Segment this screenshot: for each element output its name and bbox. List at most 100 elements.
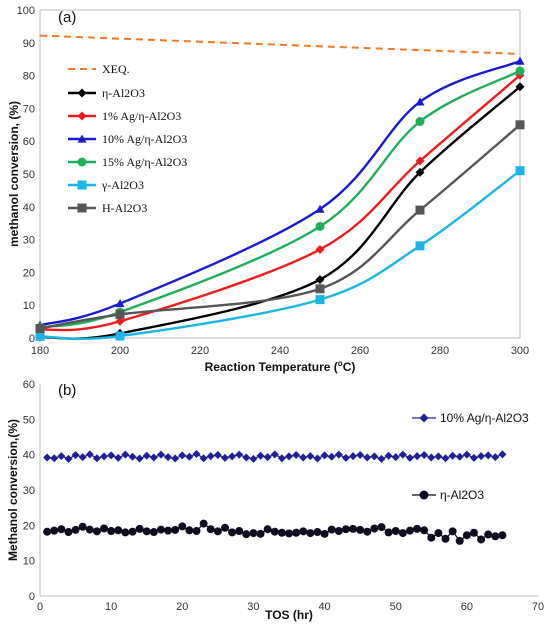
point-a-h-al2o3-4 <box>515 120 525 130</box>
point-b-10-ag-al2o3-46 <box>370 452 379 461</box>
plot-area-a <box>39 9 521 339</box>
point-b-al2o3-28 <box>242 530 251 539</box>
point-a-al2o3-1 <box>115 331 125 341</box>
point-b-al2o3-46 <box>370 524 379 533</box>
legend-b: 10% Ag/η-Al2O3 η-Al2O3 <box>412 411 529 502</box>
point-b-al2o3-29 <box>249 529 258 538</box>
point-b-al2o3-38 <box>313 528 322 537</box>
point-b-10-ag-al2o3-25 <box>220 453 229 462</box>
point-b-al2o3-26 <box>228 528 237 537</box>
point-a-1-ag-al2o3-3 <box>415 156 425 166</box>
point-a-al2o3-3 <box>415 241 425 251</box>
point-b-10-ag-al2o3-14 <box>142 451 151 460</box>
point-b-al2o3-62 <box>484 530 493 539</box>
point-b-al2o3-23 <box>206 525 215 534</box>
point-b-10-ag-al2o3-40 <box>327 452 336 461</box>
point-b-10-ag-al2o3-19 <box>178 451 187 460</box>
point-a-al2o3-0 <box>35 331 45 341</box>
x-tick-a-300: 300 <box>511 345 529 357</box>
point-a-h-al2o3-1 <box>115 309 125 319</box>
point-b-al2o3-51 <box>405 526 414 535</box>
point-b-10-ag-al2o3-44 <box>356 451 365 460</box>
point-b-al2o3-40 <box>327 525 336 534</box>
panel-label-a: (a) <box>58 9 76 26</box>
point-b-al2o3-57 <box>448 527 457 536</box>
point-b-10-ag-al2o3-20 <box>185 452 194 461</box>
point-a-al2o3-4 <box>515 166 525 176</box>
y-tick-a-90: 90 <box>23 38 35 50</box>
legend-label-a-al2o3: γ-Al2O3 <box>101 178 144 192</box>
x-tick-a-220: 220 <box>191 345 209 357</box>
series-line-a-xeq <box>39 34 521 55</box>
point-b-al2o3-32 <box>270 527 279 536</box>
legend-label-b-10-ag-al2o3: 10% Ag/η-Al2O3 <box>440 411 529 425</box>
point-b-10-ag-al2o3-64 <box>498 450 507 459</box>
point-b-10-ag-al2o3-27 <box>235 450 244 459</box>
point-b-al2o3-56 <box>441 534 450 543</box>
y-tick-a-70: 70 <box>23 103 35 115</box>
point-b-al2o3-18 <box>171 525 180 534</box>
point-b-al2o3-11 <box>121 528 130 537</box>
y-tick-a-20: 20 <box>23 267 35 279</box>
point-b-al2o3-49 <box>391 526 400 535</box>
point-b-al2o3-12 <box>128 527 137 536</box>
y-axis-title-a: methanol conversion, (%) <box>7 101 21 247</box>
point-b-10-ag-al2o3-42 <box>341 453 350 462</box>
x-axis-title-a-end: C) <box>343 360 356 374</box>
point-b-al2o3-22 <box>199 519 208 528</box>
legend-label-b-al2o3: η-Al2O3 <box>440 488 484 502</box>
point-b-10-ag-al2o3-49 <box>391 453 400 462</box>
point-b-al2o3-10 <box>114 526 123 535</box>
x-tick-b-0: 0 <box>37 601 43 613</box>
point-a-al2o3-2 <box>315 275 325 285</box>
x-tick-a-200: 200 <box>111 345 129 357</box>
point-b-10-ag-al2o3-45 <box>363 453 372 462</box>
point-b-10-ag-al2o3-6 <box>85 450 94 459</box>
point-b-al2o3-58 <box>455 536 464 545</box>
point-b-10-ag-al2o3-9 <box>107 451 116 460</box>
y-tick-a-0: 0 <box>29 333 35 345</box>
point-a-h-al2o3-2 <box>315 284 325 294</box>
point-b-al2o3-47 <box>377 523 386 532</box>
point-b-10-ag-al2o3-51 <box>405 453 414 462</box>
legend-label-a-al2o3: η-Al2O3 <box>102 86 145 100</box>
x-axis-title-a-sup: o <box>338 359 343 368</box>
y-tick-a-40: 40 <box>23 202 35 214</box>
point-b-10-ag-al2o3-52 <box>413 452 422 461</box>
point-b-al2o3-39 <box>320 529 329 538</box>
point-b-10-ag-al2o3-22 <box>199 454 208 463</box>
point-a-15-ag-al2o3-3 <box>415 117 425 127</box>
chart-b: (b) 0 10 20 30 40 50 60 0 10 20 30 40 50 60 70 10% Ag… <box>6 379 544 622</box>
y-tick-a-30: 30 <box>23 235 35 247</box>
point-b-10-ag-al2o3-16 <box>156 450 165 459</box>
point-b-al2o3-54 <box>427 533 436 542</box>
y-tick-b-40: 40 <box>23 450 35 462</box>
y-tick-labels-b: 0 10 20 30 40 50 60 <box>23 379 35 603</box>
y-tick-a-10: 10 <box>23 300 35 312</box>
point-a-10-ag-al2o3-1 <box>115 299 125 308</box>
point-b-10-ag-al2o3-54 <box>427 453 436 462</box>
point-b-10-ag-al2o3-58 <box>455 452 464 461</box>
legend-label-a-15-ag-al2o3: 15% Ag/η-Al2O3 <box>102 155 187 169</box>
point-b-10-ag-al2o3-57 <box>448 451 457 460</box>
point-b-al2o3-34 <box>285 529 293 538</box>
point-b-al2o3-35 <box>292 528 301 537</box>
y-tick-b-20: 20 <box>23 520 35 532</box>
legend-marker-a-1-ag-al2o3 <box>77 111 87 121</box>
point-b-al2o3-3 <box>64 528 73 537</box>
point-b-10-ag-al2o3-53 <box>420 451 429 460</box>
point-a-1-ag-al2o3-1 <box>115 316 125 326</box>
x-tick-b-70: 70 <box>532 601 544 613</box>
point-b-al2o3-48 <box>384 528 393 537</box>
point-b-10-ag-al2o3-38 <box>313 454 322 463</box>
y-tick-b-30: 30 <box>23 485 35 497</box>
point-b-10-ag-al2o3-61 <box>477 452 486 461</box>
y-tick-b-60: 60 <box>23 379 35 391</box>
point-b-10-ag-al2o3-35 <box>292 451 301 460</box>
legend-marker-a-al2o3 <box>77 88 87 98</box>
point-b-al2o3-24 <box>213 527 222 536</box>
point-b-10-ag-al2o3-31 <box>263 453 272 462</box>
point-b-10-ag-al2o3-41 <box>334 450 343 459</box>
point-b-10-ag-al2o3-8 <box>100 452 109 461</box>
